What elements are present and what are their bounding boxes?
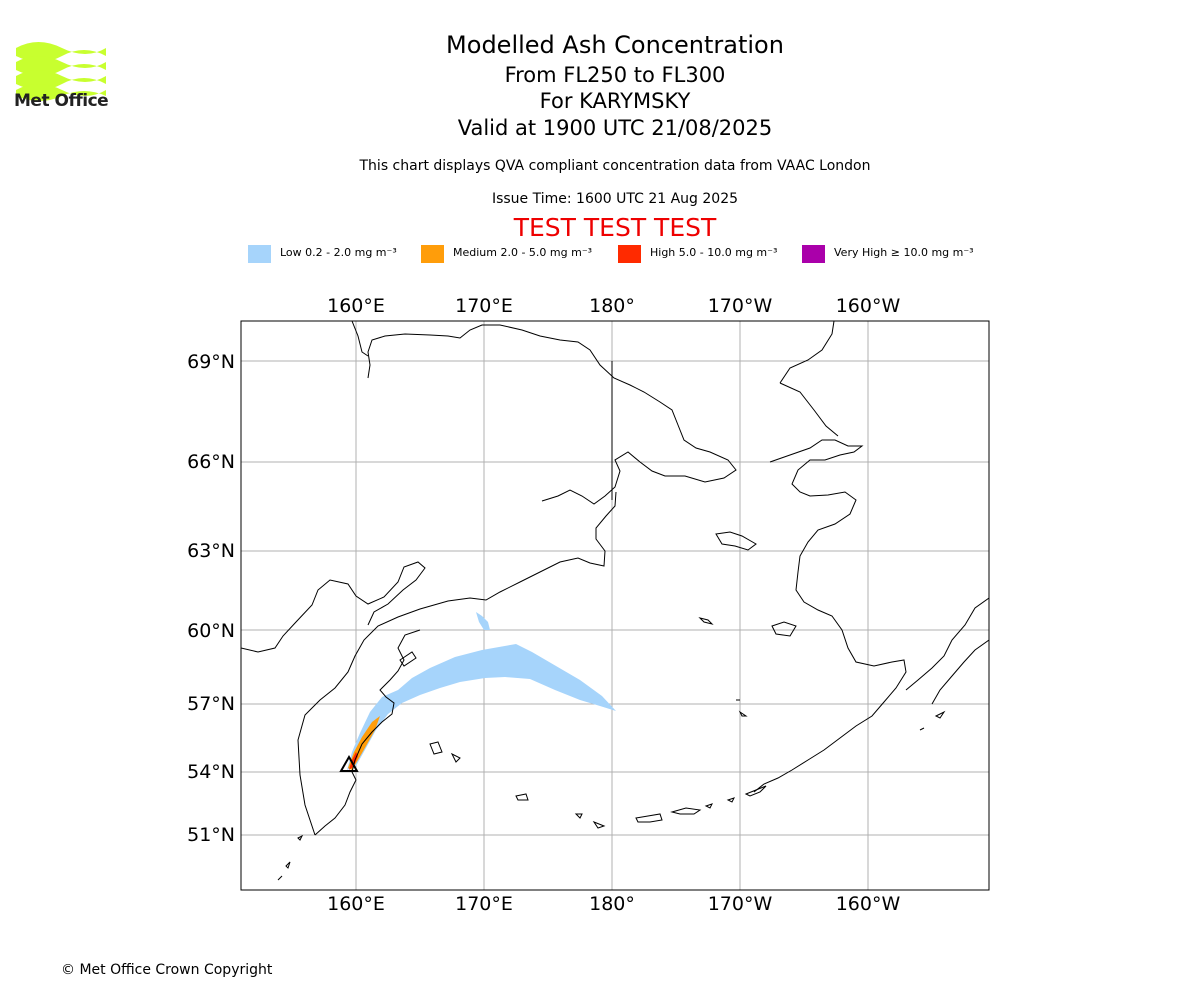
bottom-lon-label: 170°E (455, 893, 513, 915)
legend-label-very-high: Very High ≥ 10.0 mg m⁻³ (834, 246, 974, 259)
met-office-logo-text: Met Office (14, 91, 109, 111)
volcano-name: For KARYMSKY (539, 89, 691, 113)
ash-plume-high (349, 752, 358, 770)
lat-label: 60°N (187, 620, 235, 642)
legend-label-high: High 5.0 - 10.0 mg m⁻³ (650, 246, 778, 259)
coastlines (241, 321, 989, 881)
lat-label: 54°N (187, 761, 235, 783)
bottom-lon-label: 170°W (708, 893, 773, 915)
lat-label: 57°N (187, 693, 235, 715)
map-frame (240, 320, 990, 891)
map-gridlines (241, 321, 989, 890)
ash-plume-low-north (476, 612, 490, 630)
legend-label-medium: Medium 2.0 - 5.0 mg m⁻³ (453, 246, 593, 259)
top-longitude-labels: 160°E 170°E 180° 170°W 160°W (327, 295, 900, 317)
legend-swatch-high (618, 245, 641, 263)
copyright-notice: © Met Office Crown Copyright (61, 962, 273, 978)
legend-swatch-very-high (802, 245, 825, 263)
top-lon-label: 160°E (327, 295, 385, 317)
issue-time: Issue Time: 1600 UTC 21 Aug 2025 (491, 191, 739, 207)
ash-plume-low (347, 644, 616, 770)
legend-swatch-medium (421, 245, 444, 263)
top-lon-label: 170°E (455, 295, 513, 317)
met-office-logo-icon (16, 42, 106, 101)
latitude-labels: 69°N 66°N 63°N 60°N 57°N 54°N 51°N (187, 351, 235, 846)
lat-label: 63°N (187, 540, 235, 562)
chart-description: This chart displays QVA compliant concen… (359, 158, 871, 174)
legend-label-low: Low 0.2 - 2.0 mg m⁻³ (280, 246, 397, 259)
lat-label: 66°N (187, 451, 235, 473)
top-lon-label: 180° (589, 295, 635, 317)
top-lon-label: 170°W (708, 295, 773, 317)
bottom-lon-label: 180° (589, 893, 635, 915)
legend-swatch-low (248, 245, 271, 263)
lat-label: 69°N (187, 351, 235, 373)
volcano-marker-icon (339, 754, 359, 772)
lat-label: 51°N (187, 824, 235, 846)
bottom-lon-label: 160°W (836, 893, 901, 915)
bottom-lon-label: 160°E (327, 893, 385, 915)
valid-time: Valid at 1900 UTC 21/08/2025 (457, 116, 773, 140)
bottom-longitude-labels: 160°E 170°E 180° 170°W 160°W (327, 893, 900, 915)
top-lon-label: 160°W (836, 295, 901, 317)
test-banner: TEST TEST TEST (513, 213, 717, 242)
flight-level-range: From FL250 to FL300 (504, 63, 726, 87)
chart-title: Modelled Ash Concentration (446, 31, 784, 59)
